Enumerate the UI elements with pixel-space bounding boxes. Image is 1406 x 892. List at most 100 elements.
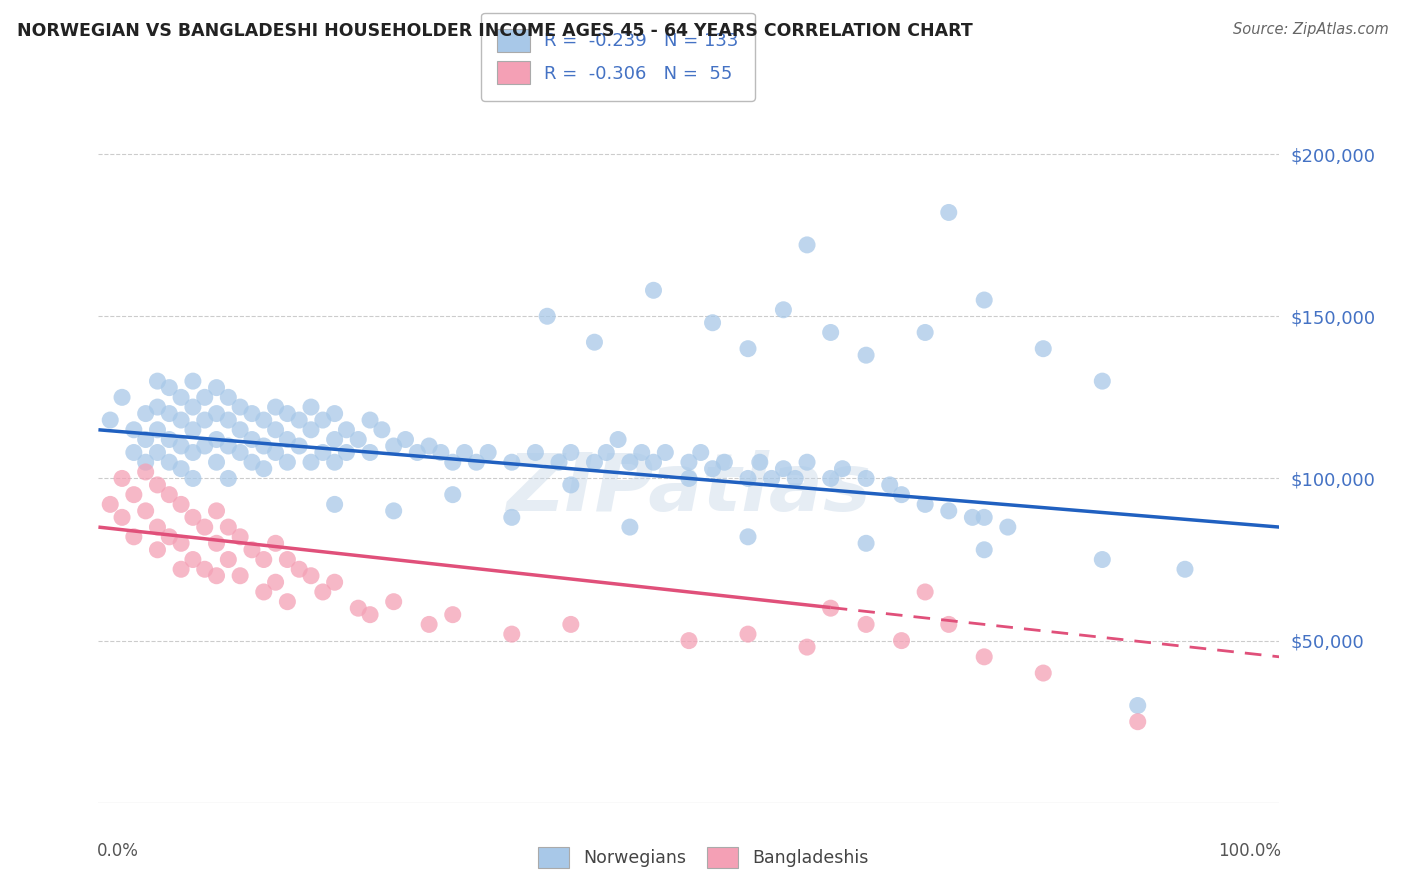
Point: [312, 413, 335, 427]
Point: [146, 445, 169, 459]
Point: [453, 445, 475, 459]
Point: [820, 471, 842, 485]
Point: [205, 455, 228, 469]
Point: [157, 433, 180, 447]
Point: [997, 520, 1019, 534]
Point: [122, 423, 145, 437]
Text: NORWEGIAN VS BANGLADESHI HOUSEHOLDER INCOME AGES 45 - 64 YEARS CORRELATION CHART: NORWEGIAN VS BANGLADESHI HOUSEHOLDER INC…: [17, 22, 973, 40]
Point: [737, 530, 759, 544]
Point: [229, 423, 252, 437]
Point: [276, 407, 298, 421]
Point: [702, 316, 724, 330]
Point: [938, 504, 960, 518]
Point: [914, 326, 936, 340]
Point: [418, 439, 440, 453]
Point: [1126, 698, 1149, 713]
Point: [240, 407, 263, 421]
Point: [796, 640, 818, 654]
Point: [560, 445, 582, 459]
Point: [595, 445, 617, 459]
Point: [1126, 714, 1149, 729]
Point: [630, 445, 652, 459]
Point: [1091, 374, 1114, 388]
Point: [737, 342, 759, 356]
Point: [253, 439, 276, 453]
Point: [560, 478, 582, 492]
Point: [170, 439, 193, 453]
Point: [312, 585, 335, 599]
Point: [441, 607, 464, 622]
Point: [501, 510, 523, 524]
Point: [205, 407, 228, 421]
Point: [796, 455, 818, 469]
Point: [477, 445, 499, 459]
Point: [890, 633, 912, 648]
Point: [170, 413, 193, 427]
Point: [335, 445, 357, 459]
Point: [855, 471, 877, 485]
Point: [98, 497, 121, 511]
Point: [359, 413, 381, 427]
Point: [217, 413, 239, 427]
Point: [229, 568, 252, 582]
Point: [264, 400, 287, 414]
Point: [347, 601, 370, 615]
Point: [772, 461, 794, 475]
Point: [737, 627, 759, 641]
Point: [914, 585, 936, 599]
Point: [181, 423, 204, 437]
Point: [382, 595, 405, 609]
Point: [406, 445, 429, 459]
Point: [583, 455, 606, 469]
Point: [299, 400, 322, 414]
Point: [135, 465, 157, 479]
Point: [323, 455, 346, 469]
Point: [441, 455, 464, 469]
Point: [1174, 562, 1197, 576]
Point: [276, 433, 298, 447]
Point: [253, 552, 276, 566]
Point: [240, 455, 263, 469]
Point: [772, 302, 794, 317]
Point: [205, 536, 228, 550]
Point: [229, 445, 252, 459]
Point: [146, 478, 169, 492]
Point: [217, 471, 239, 485]
Point: [205, 381, 228, 395]
Point: [122, 445, 145, 459]
Point: [253, 461, 276, 475]
Point: [170, 497, 193, 511]
Point: [264, 445, 287, 459]
Text: 100.0%: 100.0%: [1218, 842, 1281, 860]
Point: [181, 510, 204, 524]
Point: [205, 433, 228, 447]
Point: [194, 520, 217, 534]
Point: [264, 423, 287, 437]
Point: [583, 335, 606, 350]
Point: [170, 562, 193, 576]
Point: [205, 504, 228, 518]
Legend: R =  -0.239   N = 133, R =  -0.306   N =  55: R = -0.239 N = 133, R = -0.306 N = 55: [481, 12, 755, 101]
Point: [382, 504, 405, 518]
Point: [737, 471, 759, 485]
Point: [111, 510, 134, 524]
Point: [217, 552, 239, 566]
Point: [240, 433, 263, 447]
Point: [501, 455, 523, 469]
Point: [170, 390, 193, 404]
Point: [194, 562, 217, 576]
Point: [111, 471, 134, 485]
Point: [157, 530, 180, 544]
Point: [135, 455, 157, 469]
Point: [748, 455, 770, 469]
Point: [973, 293, 995, 307]
Point: [181, 400, 204, 414]
Point: [855, 617, 877, 632]
Point: [382, 439, 405, 453]
Point: [890, 488, 912, 502]
Point: [157, 381, 180, 395]
Point: [288, 562, 311, 576]
Point: [181, 552, 204, 566]
Point: [98, 413, 121, 427]
Point: [914, 497, 936, 511]
